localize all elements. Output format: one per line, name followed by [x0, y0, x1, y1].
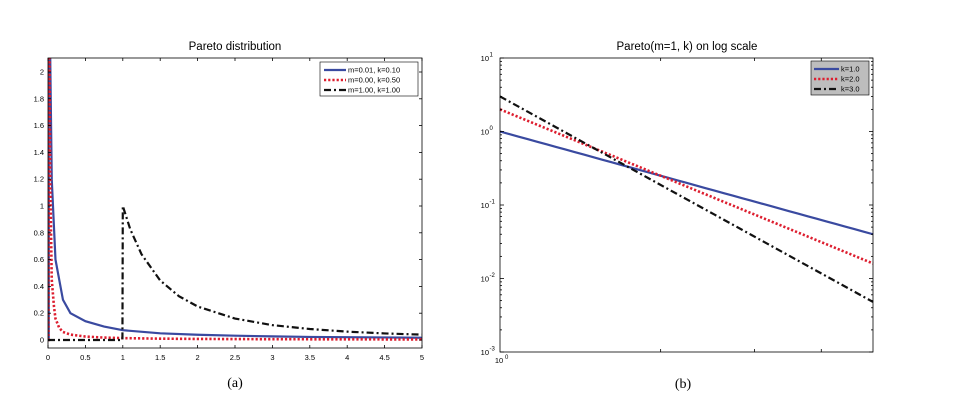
- chart-b-series-line-1: [499, 130, 874, 236]
- chart-a-xtick-label: 2: [196, 353, 200, 362]
- chart-b-series-line-2: [499, 108, 874, 265]
- chart-a-legend: m=0.01, k=0.10m=0.00, k=0.50m=1.00, k=1.…: [319, 61, 419, 97]
- chart-a: Pareto distribution 0 0.5 1 1.5 2 2.5 3 3.5 4 4.5…: [34, 41, 425, 391]
- chart-a-series-line-2: [48, 58, 422, 342]
- chart-b-xtick-label: 10 0: [495, 355, 509, 365]
- chart-b-legend: k=1.0k=2.0k=3.0: [810, 60, 870, 96]
- chart-a-xtick-label: 1: [121, 353, 125, 362]
- chart-b-ytick-base: 10: [481, 128, 489, 137]
- chart-b-ticks: 10 110 010 -110 -210 -310 0: [481, 53, 873, 365]
- chart-a-ytick-label: 1: [40, 202, 44, 211]
- chart-a-legend-label: m=1.00, k=1.00: [348, 86, 400, 95]
- chart-b-ytick-exp: -2: [490, 273, 496, 279]
- chart-a-legend-label: m=0.01, k=0.10: [348, 66, 400, 75]
- chart-a-ytick-label: 0.2: [34, 309, 44, 318]
- chart-a-xtick-label: 4: [345, 353, 349, 362]
- chart-a-ticks: 0 0.5 1 1.5 2 2.5 3 3.5 4 4.5 5 0 0.2 0.4 0.6 0.8 1 1.2 1.…: [34, 58, 424, 362]
- chart-b-xtick-base: 10: [495, 356, 503, 365]
- chart-b-caption: (b): [675, 377, 692, 392]
- chart-a-xtick-label: 4.5: [379, 353, 389, 362]
- chart-b-series-group: [499, 95, 874, 303]
- chart-a-ytick-label: 0: [40, 336, 44, 345]
- chart-b-title: Pareto(m=1, k) on log scale: [617, 41, 758, 53]
- chart-b-ytick-base: 10: [481, 54, 489, 63]
- chart-b-ytick-label: 10 -1: [481, 200, 496, 211]
- chart-a-xtick-label: 3.5: [305, 353, 315, 362]
- chart-a-xtick-label: 0: [46, 353, 50, 362]
- chart-a-series-line-3: [48, 205, 422, 342]
- chart-b-ytick-exp: 0: [490, 126, 494, 132]
- chart-b-series-line-3: [499, 95, 874, 303]
- chart-b-ytick-label: 10 1: [481, 53, 494, 64]
- chart-a-xtick-label: 3: [270, 353, 274, 362]
- chart-a-ytick-label: 1.6: [34, 121, 44, 130]
- chart-a-xtick-label: 5: [420, 353, 424, 362]
- chart-a-ytick-label: 0.6: [34, 255, 44, 264]
- chart-b-legend-label: k=3.0: [841, 85, 860, 94]
- chart-b-ytick-exp: -3: [490, 347, 496, 353]
- chart-b-ytick-base: 10: [481, 275, 489, 284]
- chart-a-xtick-label: 2.5: [230, 353, 240, 362]
- chart-a-axes-box: [47, 57, 423, 349]
- chart-a-ytick-label: 2: [40, 68, 44, 77]
- chart-a-ytick-label: 1.8: [34, 94, 44, 103]
- chart-a-ytick-label: 1.4: [34, 148, 44, 157]
- chart-b-ytick-label: 10 -3: [481, 347, 496, 358]
- chart-b-ytick-base: 10: [481, 201, 489, 210]
- chart-b-ytick-label: 10 -2: [481, 273, 496, 284]
- chart-a-ytick-label: 1.2: [34, 175, 44, 184]
- chart-b-ytick-label: 10 0: [481, 126, 494, 137]
- chart-b-ytick-exp: 1: [490, 53, 494, 59]
- chart-a-title: Pareto distribution: [189, 41, 282, 53]
- chart-b-legend-label: k=1.0: [841, 65, 860, 74]
- chart-a-ytick-label: 0.4: [34, 282, 44, 291]
- chart-a-caption: (a): [227, 376, 243, 391]
- chart-a-xtick-label: 1.5: [155, 353, 165, 362]
- chart-b-ytick-base: 10: [481, 348, 489, 357]
- chart-b-axes-box: [499, 57, 874, 353]
- chart-b-xtick-exp: 0: [505, 355, 509, 361]
- chart-a-xtick-label: 0.5: [80, 353, 90, 362]
- chart-a-legend-box: [319, 61, 419, 97]
- chart-a-ytick-label: 0.8: [34, 228, 44, 237]
- chart-a-legend-label: m=0.00, k=0.50: [348, 76, 400, 85]
- chart-b-legend-label: k=2.0: [841, 75, 860, 84]
- chart-a-series-line-1: [48, 58, 422, 342]
- chart-a-series-group: [48, 58, 422, 342]
- chart-b-ytick-exp: -1: [490, 200, 496, 206]
